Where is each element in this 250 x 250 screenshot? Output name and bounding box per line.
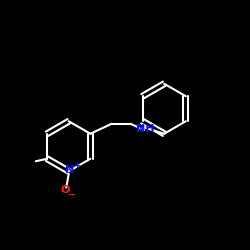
Text: N: N [66, 165, 74, 175]
Text: O: O [60, 185, 70, 195]
Text: −: − [68, 190, 76, 200]
Text: NH: NH [136, 124, 155, 134]
Text: +: + [73, 161, 80, 170]
